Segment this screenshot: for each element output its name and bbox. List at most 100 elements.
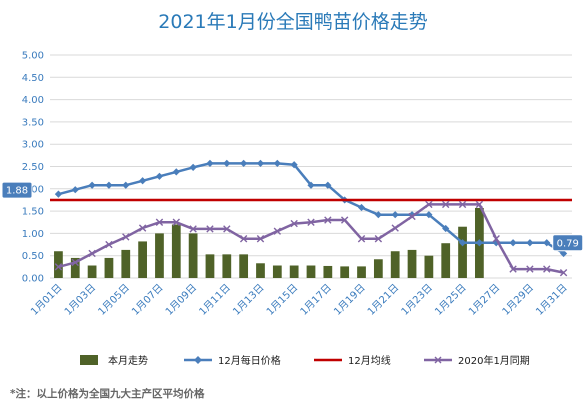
point [492, 235, 500, 243]
point [526, 265, 534, 273]
point [425, 211, 433, 219]
point [442, 224, 450, 233]
bar [272, 265, 282, 278]
point [559, 268, 568, 277]
bar [441, 243, 451, 278]
bar [171, 224, 181, 278]
line-series [50, 159, 572, 277]
point [273, 227, 282, 235]
point-stroke [54, 263, 63, 271]
point [543, 265, 551, 273]
bar [458, 226, 467, 278]
point [54, 263, 63, 271]
x-tick-label: 1月13日 [230, 282, 266, 318]
x-tick-label: 1月27日 [466, 282, 502, 318]
legend-label: 2020年1月同期 [458, 354, 530, 367]
point [509, 265, 517, 273]
bar [205, 254, 215, 278]
point-stroke [357, 235, 366, 243]
point-stroke [408, 212, 416, 221]
point-stroke [307, 218, 315, 226]
x-tick-label: 1月31日 [534, 282, 570, 318]
point-stroke [206, 225, 214, 233]
bar [256, 263, 265, 278]
point [54, 190, 63, 198]
legend-item: 本月走势 [80, 354, 148, 367]
point-stroke [324, 216, 332, 224]
point [290, 219, 298, 228]
legend-swatch [80, 355, 98, 365]
point [290, 161, 298, 169]
point [155, 218, 164, 226]
point [155, 172, 164, 180]
y-tick-label: 1.00 [22, 229, 44, 240]
x-tick-label: 1月07日 [129, 282, 165, 318]
point [105, 240, 113, 249]
point-stroke [458, 200, 467, 209]
x-tick-label: 1月17日 [298, 282, 334, 318]
point [122, 181, 130, 189]
point-stroke [290, 219, 298, 228]
point [324, 181, 332, 189]
callout-label: 0.79 [557, 238, 579, 249]
point [307, 181, 315, 189]
point [105, 181, 113, 189]
point-stroke [138, 224, 147, 232]
point [206, 225, 214, 233]
bar [289, 265, 299, 278]
point [256, 235, 265, 243]
series-line [58, 203, 564, 274]
point-stroke [425, 200, 433, 209]
y-tick-label: 4.50 [22, 73, 44, 84]
bar [70, 257, 80, 278]
bar [306, 265, 316, 278]
x-tick-label: 1月21日 [365, 282, 401, 318]
point [391, 224, 399, 232]
point [240, 159, 248, 167]
bar [138, 241, 147, 278]
bar [390, 251, 400, 278]
point [239, 235, 248, 243]
point [543, 239, 551, 247]
point-stroke [442, 200, 450, 209]
bar [188, 233, 198, 278]
legend-label: 12月均线 [348, 354, 391, 367]
bar [424, 255, 434, 278]
y-tick-label: 3.50 [22, 117, 44, 128]
point-stroke [172, 218, 180, 226]
bar [222, 254, 232, 278]
point [492, 239, 500, 247]
point-stroke [239, 235, 248, 243]
point [442, 200, 450, 209]
x-tick-label: 1月03日 [62, 282, 98, 318]
point [88, 249, 96, 258]
point [223, 159, 231, 167]
point [374, 235, 383, 243]
value-callout: 1.88 [1, 181, 33, 199]
point-stroke [122, 233, 130, 241]
point [223, 225, 231, 233]
bar [357, 266, 366, 278]
x-tick-label: 1月09日 [163, 282, 199, 318]
point [374, 211, 382, 219]
point [88, 181, 96, 189]
y-tick-label: 0.50 [22, 251, 44, 262]
point-stroke [88, 249, 96, 258]
bar [239, 254, 249, 278]
bar [54, 251, 63, 278]
point [357, 203, 366, 212]
footnote: *注：以上价格为全国九大主产区平均价格 [10, 387, 205, 400]
x-tick-label: 1月25日 [433, 282, 469, 318]
point-stroke [509, 265, 517, 273]
bar [121, 249, 131, 278]
bar-series [54, 207, 484, 278]
chart-title: 2021年1月份全国鸭苗价格走势 [158, 11, 427, 33]
x-tick-label: 1月11日 [197, 282, 233, 318]
legend-label: 12月每日价格 [218, 354, 281, 367]
legend-item: 2020年1月同期 [424, 354, 530, 367]
point [172, 168, 180, 176]
point [139, 177, 147, 185]
bar [323, 265, 333, 278]
x-tick-label: 1月19日 [332, 282, 368, 318]
